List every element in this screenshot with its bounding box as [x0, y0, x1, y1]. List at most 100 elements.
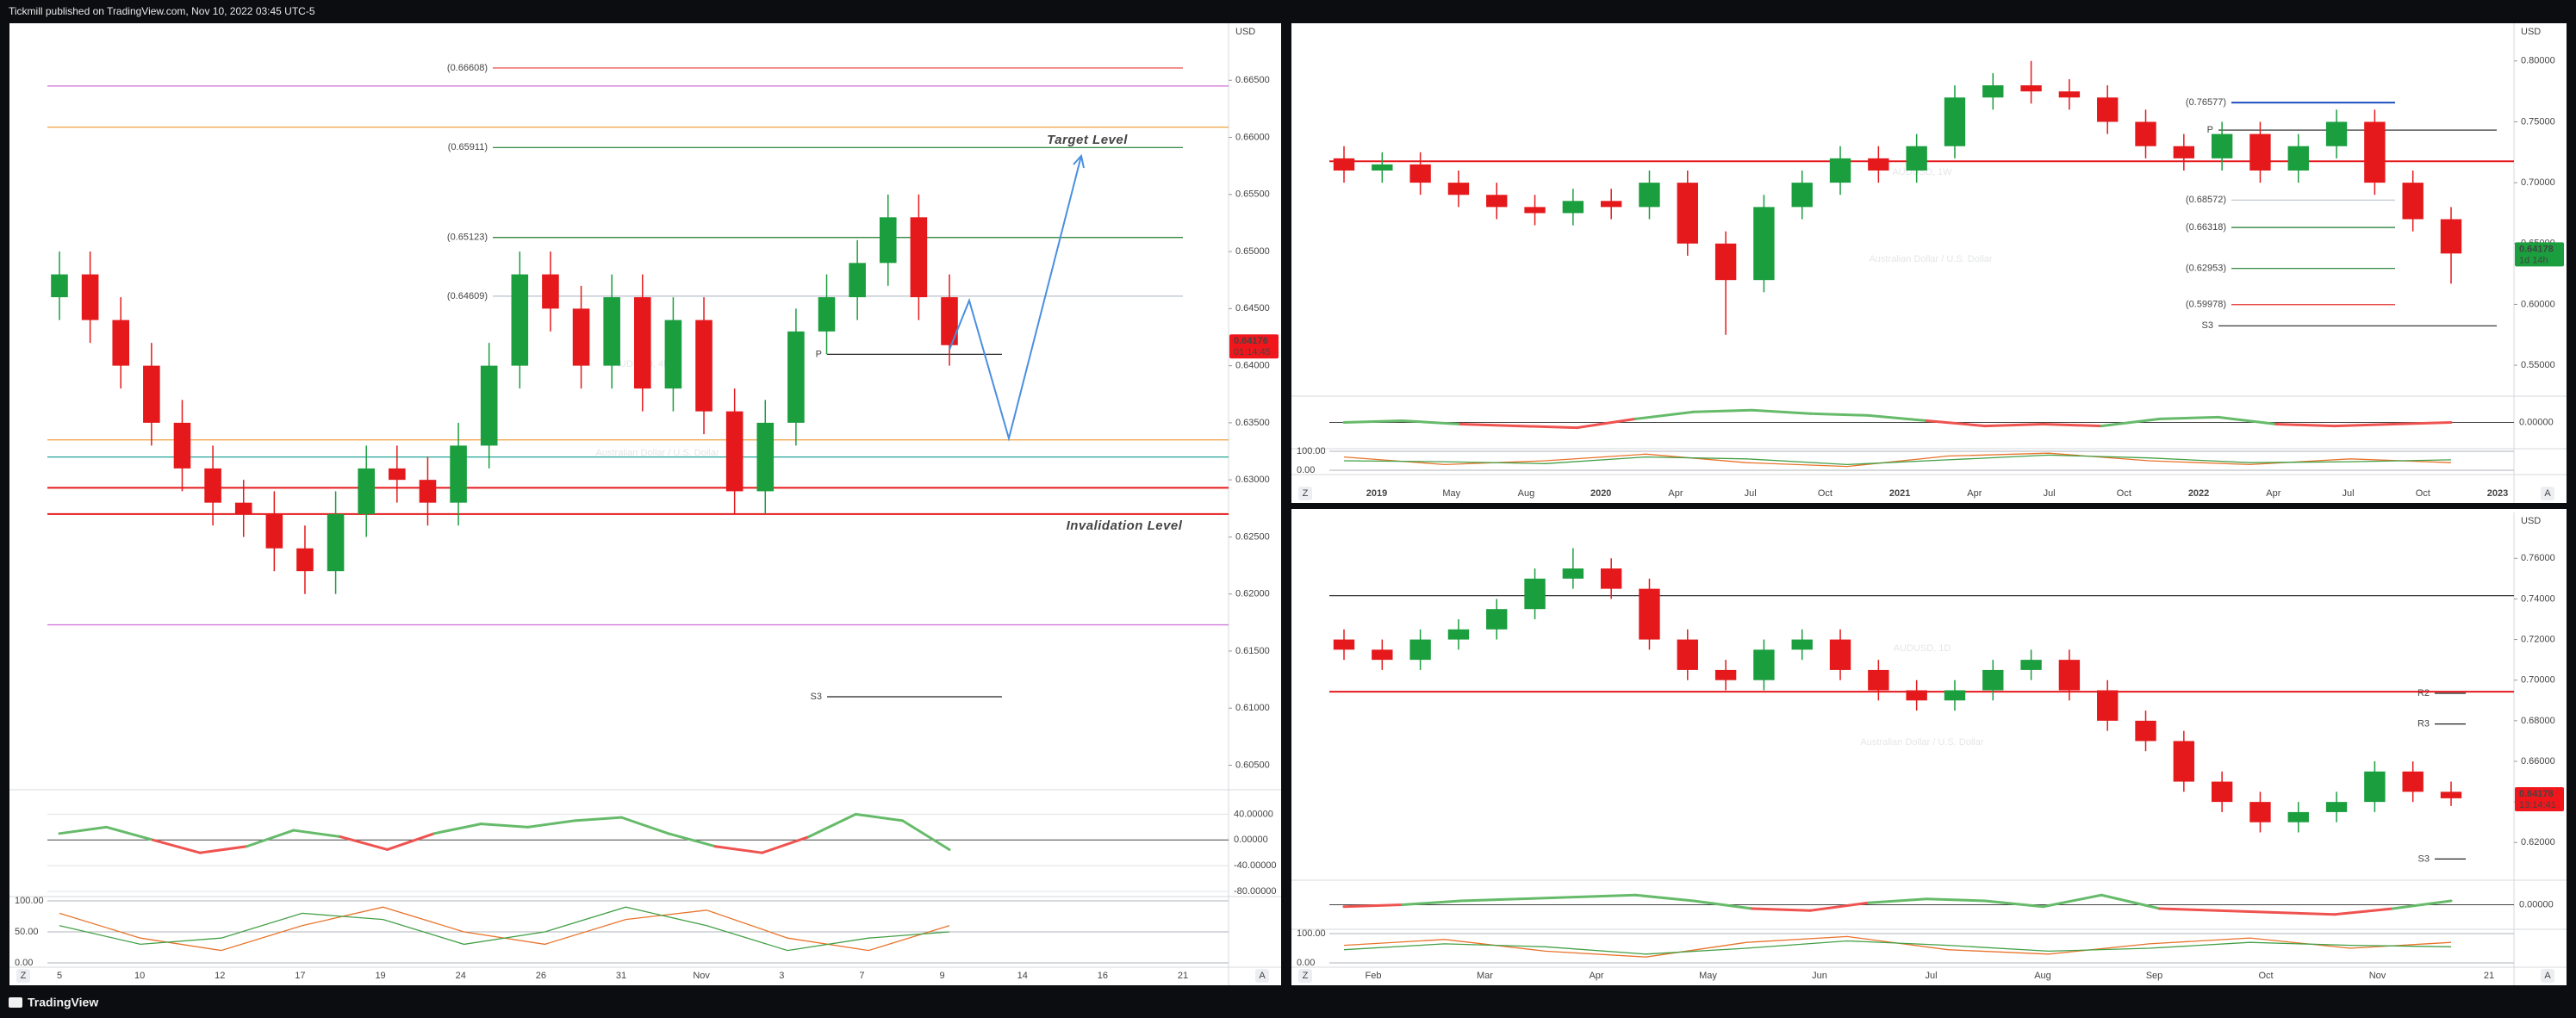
- x-tick-label: 2021: [1889, 488, 1910, 499]
- x-tick-label: May: [1442, 488, 1460, 499]
- currency: USD: [1235, 27, 1255, 37]
- control-label: Z: [1303, 488, 1309, 499]
- candle-body: [1600, 201, 1622, 208]
- osc-segment: [1925, 897, 1987, 903]
- osc-segment: [2042, 893, 2103, 909]
- osc-segment: [432, 822, 482, 835]
- osc-segment: [1867, 413, 1928, 422]
- x-tick-label: 16: [1098, 971, 1108, 981]
- x-tick-label: Aug: [1518, 488, 1535, 499]
- level-label: (0.76577): [2186, 97, 2226, 108]
- x-tick-label: Oct: [2416, 488, 2430, 499]
- osc-segment: [1983, 423, 2045, 428]
- candle-body: [2058, 660, 2081, 691]
- osc-segment: [1692, 408, 1753, 413]
- osc-segment: [2042, 423, 2103, 428]
- x-tick-label: Oct: [1818, 488, 1832, 499]
- candle-body: [511, 274, 529, 366]
- candle-body: [1677, 639, 1698, 670]
- control-button[interactable]: [1298, 969, 1312, 983]
- x-tick-label: 12: [215, 971, 225, 981]
- osc-segment: [1576, 893, 1637, 898]
- candle-body: [2020, 85, 2042, 92]
- level-label: (0.68572): [2186, 195, 2226, 205]
- candle-body: [1868, 158, 1889, 171]
- candle-body: [603, 297, 620, 366]
- level-label: S3: [811, 692, 822, 702]
- candle-body: [1333, 639, 1355, 650]
- candle-body: [204, 468, 221, 503]
- candle-body: [1714, 243, 1737, 281]
- y-tick-label: 0.62500: [1235, 531, 1270, 542]
- last-price-label: 0.64176: [1234, 336, 1268, 346]
- osc-segment: [667, 832, 717, 848]
- control-button[interactable]: [16, 969, 30, 983]
- candle-body: [1791, 183, 1813, 208]
- candle-body: [633, 297, 651, 389]
- stoch-tick-label: 50.00: [15, 927, 39, 937]
- candle-body: [542, 274, 559, 309]
- candle-body: [234, 502, 252, 514]
- candle-body: [143, 365, 160, 423]
- x-tick-label: Jun: [1812, 971, 1827, 981]
- candle-body: [1562, 568, 1584, 579]
- control-button[interactable]: [2541, 487, 2554, 500]
- candle-body: [1829, 158, 1851, 183]
- osc-tick-label: 0.00000: [1234, 835, 1268, 845]
- candle-body: [1677, 183, 1698, 244]
- y-tick-label: 0.63000: [1235, 475, 1270, 485]
- stoch-line: [1343, 452, 2452, 468]
- watermark-subtitle: Australian Dollar / U.S. Dollar: [595, 448, 719, 458]
- candle-body: [112, 320, 130, 366]
- x-tick-label: Jul: [2044, 488, 2056, 499]
- osc-segment: [1867, 897, 1928, 904]
- candle-body: [756, 422, 775, 492]
- x-tick-label: Apr: [1589, 971, 1603, 981]
- stoch-tick-label: 0.00: [1297, 465, 1315, 475]
- control-label: Z: [21, 971, 27, 981]
- candle-body: [1486, 195, 1508, 208]
- candle-body: [725, 411, 744, 492]
- osc-segment: [292, 829, 342, 839]
- osc-segment: [104, 825, 155, 841]
- osc-segment: [761, 835, 811, 854]
- candle-body: [1639, 183, 1660, 208]
- osc-segment: [1401, 419, 1462, 426]
- control-button[interactable]: [2541, 969, 2554, 983]
- annotation: Target Level: [1047, 133, 1128, 147]
- osc-segment: [1750, 907, 1812, 912]
- x-tick-label: 7: [859, 971, 864, 981]
- y-tick-label: 0.62000: [1235, 589, 1270, 599]
- candle-body: [2211, 781, 2233, 803]
- candle-body: [1753, 207, 1775, 281]
- y-tick-label: 0.62000: [2521, 837, 2555, 847]
- candle-body: [1486, 609, 1508, 630]
- x-tick-label: Mar: [1477, 971, 1493, 981]
- osc-segment: [1576, 417, 1637, 430]
- candle-body: [2364, 121, 2386, 183]
- publisher: Tickmill published on TradingView.com, N…: [9, 5, 315, 17]
- candle-body: [2135, 121, 2156, 146]
- x-tick-label: 5: [57, 971, 62, 981]
- level-label: (0.62953): [2186, 264, 2226, 274]
- watermark-subtitle: Australian Dollar / U.S. Dollar: [1869, 254, 1992, 264]
- candle-body: [818, 297, 836, 332]
- last-price-label: 0.64178: [2519, 244, 2554, 254]
- last-price-box: [2515, 786, 2564, 811]
- control-label: A: [1259, 971, 1266, 981]
- candle-body: [296, 548, 314, 572]
- control-button[interactable]: [1298, 487, 1312, 500]
- stoch-tick-label: 100.00: [15, 896, 44, 906]
- osc-segment: [479, 822, 530, 829]
- osc-segment: [152, 838, 202, 854]
- candle-body: [2440, 219, 2462, 254]
- x-tick-label: Oct: [2117, 488, 2131, 499]
- candle-body: [2058, 91, 2081, 98]
- brand[interactable]: TradingView: [28, 996, 98, 1009]
- last-price-countdown: 13:14:41: [2519, 800, 2556, 810]
- control-button[interactable]: [1255, 969, 1269, 983]
- candle-body: [572, 308, 590, 366]
- x-tick-label: 3: [779, 971, 784, 981]
- candle-body: [2211, 133, 2233, 158]
- x-tick-label: Nov: [693, 971, 710, 981]
